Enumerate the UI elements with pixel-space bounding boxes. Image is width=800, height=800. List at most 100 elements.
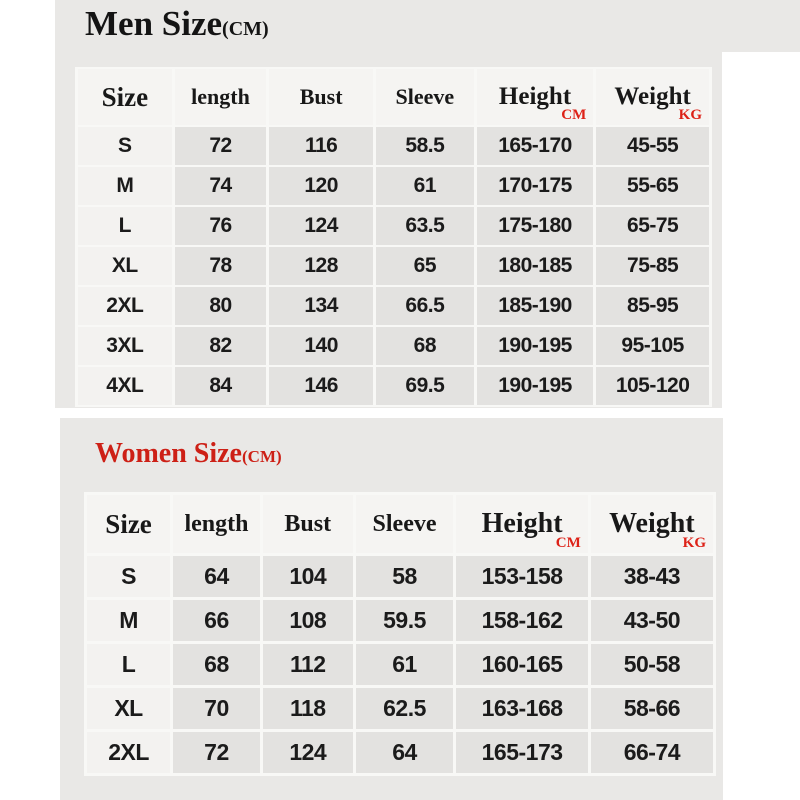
value-cell: 190-195 [476, 327, 594, 365]
table-row: L 68 112 61 160-165 50-58 [87, 644, 713, 685]
value-cell: 64 [173, 556, 260, 597]
value-cell: 124 [269, 207, 373, 245]
table-row: 3XL 82 140 68 190-195 95-105 [78, 327, 709, 365]
value-cell: 61 [375, 167, 474, 205]
table-row: XL 78 128 65 180-185 75-85 [78, 247, 709, 285]
value-cell: 104 [262, 556, 353, 597]
size-label-cell: 4XL [78, 367, 172, 405]
value-cell: 146 [269, 367, 373, 405]
table-row: M 66 108 59.5 158-162 43-50 [87, 600, 713, 641]
column-header-label: Bust [284, 510, 332, 537]
column-header-height: Height CM [456, 495, 588, 553]
table-row: 4XL 84 146 69.5 190-195 105-120 [78, 367, 709, 405]
value-cell: 62.5 [355, 688, 454, 729]
column-header-bust: Bust [269, 69, 373, 125]
value-cell: 66 [173, 600, 260, 641]
size-label-cell: XL [87, 688, 171, 729]
column-header-label: Sleeve [395, 84, 455, 109]
men-size-title: Men Size(CM) [85, 4, 269, 44]
table-row: XL 70 118 62.5 163-168 58-66 [87, 688, 713, 729]
men-size-table-container: Size length Bust Sleeve Height CM Weight K… [75, 67, 712, 407]
women-size-section: Women Size(CM) Size length Bust Sleeve H… [60, 418, 723, 800]
size-label-cell: 2XL [78, 287, 172, 325]
value-cell: 165-170 [476, 127, 594, 165]
table-row: S 72 116 58.5 165-170 45-55 [78, 127, 709, 165]
value-cell: 95-105 [596, 327, 709, 365]
table-row: S 64 104 58 153-158 38-43 [87, 556, 713, 597]
value-cell: 66-74 [590, 732, 713, 773]
size-label-cell: 2XL [87, 732, 171, 773]
women-size-title-unit: (CM) [242, 447, 282, 466]
value-cell: 116 [269, 127, 373, 165]
column-header-sleeve: Sleeve [375, 69, 474, 125]
value-cell: 66.5 [375, 287, 474, 325]
size-label-cell: S [87, 556, 171, 597]
value-cell: 58.5 [375, 127, 474, 165]
size-label-cell: L [78, 207, 172, 245]
value-cell: 175-180 [476, 207, 594, 245]
women-size-table-container: Size length Bust Sleeve Height CM Weight K… [84, 492, 716, 776]
column-header-length: length [174, 69, 267, 125]
value-cell: 153-158 [456, 556, 588, 597]
column-header-label: length [191, 84, 250, 109]
column-header-sleeve: Sleeve [355, 495, 454, 553]
value-cell: 128 [269, 247, 373, 285]
column-header-label: Height [498, 83, 572, 110]
value-cell: 185-190 [476, 287, 594, 325]
column-header-size: Size [78, 69, 172, 125]
table-row: 2XL 72 124 64 165-173 66-74 [87, 732, 713, 773]
women-size-title: Women Size(CM) [95, 438, 282, 470]
value-cell: 80 [174, 287, 267, 325]
value-cell: 76 [174, 207, 267, 245]
value-cell: 163-168 [456, 688, 588, 729]
value-cell: 108 [262, 600, 353, 641]
column-header-label: Sleeve [372, 510, 437, 537]
value-cell: 68 [173, 644, 260, 685]
column-header-label: length [184, 510, 249, 537]
men-size-title-text: Men Size [85, 4, 223, 43]
value-cell: 63.5 [375, 207, 474, 245]
column-header-label: Height [481, 508, 563, 539]
value-cell: 170-175 [476, 167, 594, 205]
column-header-label: Weight [614, 83, 691, 110]
column-header-label: Weight [609, 508, 695, 539]
size-label-cell: S [78, 127, 172, 165]
column-header-weight: Weight KG [596, 69, 709, 125]
value-cell: 124 [262, 732, 353, 773]
value-cell: 68 [375, 327, 474, 365]
table-row: 2XL 80 134 66.5 185-190 85-95 [78, 287, 709, 325]
column-header-label: Size [105, 508, 152, 539]
value-cell: 160-165 [456, 644, 588, 685]
column-header-length: length [173, 495, 260, 553]
value-cell: 72 [173, 732, 260, 773]
men-header-row: Size length Bust Sleeve Height CM Weight K… [78, 69, 709, 125]
size-label-cell: 3XL [78, 327, 172, 365]
value-cell: 158-162 [456, 600, 588, 641]
column-header-bust: Bust [262, 495, 353, 553]
table-row: L 76 124 63.5 175-180 65-75 [78, 207, 709, 245]
value-cell: 165-173 [456, 732, 588, 773]
weight-unit-label: KG [682, 535, 706, 551]
value-cell: 72 [174, 127, 267, 165]
value-cell: 38-43 [590, 556, 713, 597]
value-cell: 134 [269, 287, 373, 325]
value-cell: 58-66 [590, 688, 713, 729]
value-cell: 75-85 [596, 247, 709, 285]
height-unit-label: CM [561, 107, 587, 123]
value-cell: 65-75 [596, 207, 709, 245]
height-unit-label: CM [555, 535, 581, 551]
men-size-title-unit: (CM) [222, 18, 269, 40]
column-header-size: Size [87, 495, 171, 553]
value-cell: 58 [355, 556, 454, 597]
value-cell: 120 [269, 167, 373, 205]
column-header-weight: Weight KG [590, 495, 713, 553]
women-size-table: Size length Bust Sleeve Height CM Weight K… [84, 492, 716, 776]
column-header-label: Size [101, 81, 149, 112]
value-cell: 64 [355, 732, 454, 773]
size-label-cell: M [78, 167, 172, 205]
value-cell: 190-195 [476, 367, 594, 405]
value-cell: 61 [355, 644, 454, 685]
men-size-table: Size length Bust Sleeve Height CM Weight K… [75, 67, 712, 407]
women-header-row: Size length Bust Sleeve Height CM Weight K… [87, 495, 713, 553]
value-cell: 45-55 [596, 127, 709, 165]
